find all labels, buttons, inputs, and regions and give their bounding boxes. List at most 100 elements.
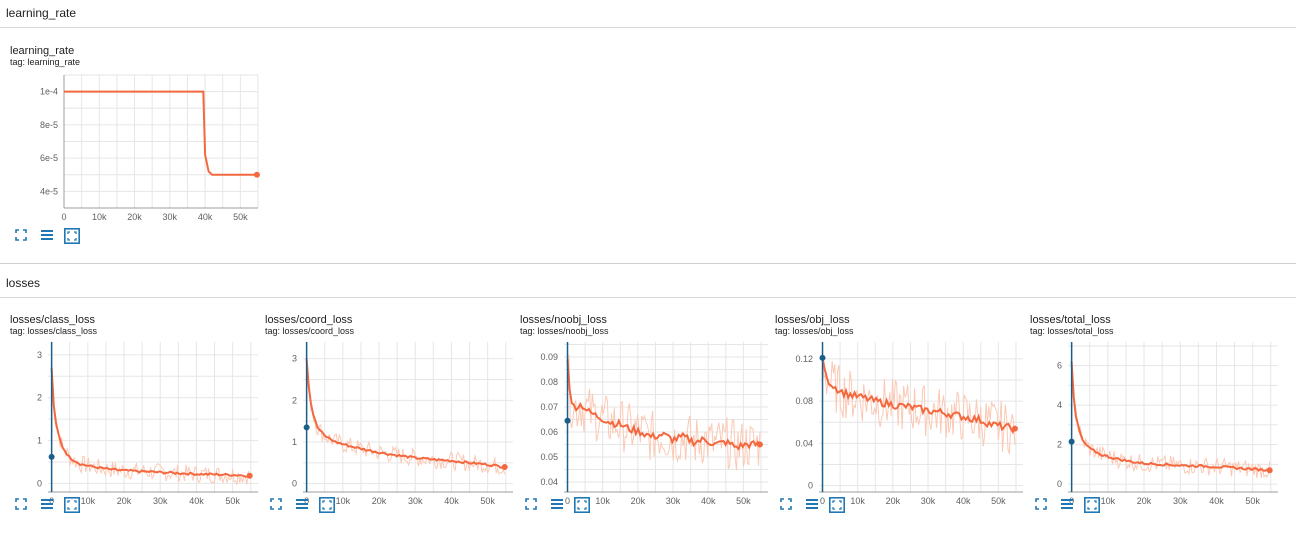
y-tick-label: 0.04 <box>540 477 558 487</box>
fullscreen-button[interactable] <box>1034 497 1050 513</box>
x-tick-label: 30k <box>921 496 936 506</box>
series-end-point <box>1011 425 1018 432</box>
x-tick-label: 10k <box>1101 496 1116 506</box>
fit-domain-button[interactable] <box>64 228 80 244</box>
series-smoothed-line <box>821 357 1016 435</box>
y-tick-label: 0.06 <box>540 427 558 437</box>
x-tick-label: 30k <box>666 496 681 506</box>
section-title: losses <box>6 276 41 290</box>
chart-card-class-loss: losses/class_loss tag: losses/class_loss… <box>0 314 258 544</box>
section-header-learning-rate[interactable]: learning_rate <box>0 0 1296 28</box>
x-tick-label: 20k <box>631 496 646 506</box>
y-tick-label: 2 <box>37 393 42 403</box>
y-tick-label: 3 <box>292 354 297 364</box>
x-tick-label: 0 <box>565 496 570 506</box>
x-tick-label: 40k <box>1209 496 1224 506</box>
card-title: losses/total_loss <box>1030 314 1111 326</box>
grid <box>819 342 1023 492</box>
x-tick-label: 10k <box>336 496 351 506</box>
card-tag: tag: learning_rate <box>10 57 81 67</box>
series-end-point <box>1266 467 1273 474</box>
chart-plot[interactable]: 0 10k 20k 30k 40k 50k 0.09 0.08 0.07 0.06 0.05 0.04 <box>510 314 780 506</box>
series-smoothed-line <box>566 359 761 451</box>
series-smoothed-line <box>305 358 505 469</box>
list-button[interactable] <box>550 497 566 513</box>
list-button[interactable] <box>295 497 311 513</box>
series-raw-line <box>51 367 251 486</box>
chart-card-total-loss: losses/total_loss tag: losses/total_loss… <box>1020 314 1278 544</box>
chart-plot[interactable]: 0 10k 20k 30k 40k 50k 0.12 0.08 0.04 0 <box>765 314 1035 506</box>
series-end-point <box>756 441 763 448</box>
x-tick-label: 20k <box>886 496 901 506</box>
grid <box>63 74 259 209</box>
x-tick-label: 50k <box>1245 496 1260 506</box>
series-raw-line <box>822 351 1016 454</box>
card-title: learning_rate <box>10 45 75 57</box>
y-tick-label: 0 <box>808 481 813 491</box>
x-tick-label: 20k <box>372 496 387 506</box>
hover-marker-point <box>819 354 826 361</box>
y-tick-label: 0 <box>292 479 297 489</box>
y-tick-label: 6 <box>1057 361 1062 371</box>
section-divider <box>0 263 1296 264</box>
list-button[interactable] <box>1060 497 1076 513</box>
y-tick-label: 2 <box>1057 440 1062 450</box>
x-tick-label: 50k <box>225 496 240 506</box>
x-tick-label: 50k <box>991 496 1006 506</box>
y-tick-label: 0.07 <box>540 402 558 412</box>
x-tick-label: 10k <box>850 496 865 506</box>
series-raw-line <box>567 354 761 471</box>
chart-plot[interactable]: 0 10k 20k 30k 40k 50k 1e-4 8e-5 6e-5 4e-5 <box>0 45 270 230</box>
fullscreen-button[interactable] <box>14 497 30 513</box>
chart-plot[interactable]: 010k20k30k40k50k6420 <box>1020 314 1290 506</box>
card-tag: tag: losses/class_loss <box>10 326 98 336</box>
chart-card-obj-loss: losses/obj_loss tag: losses/obj_loss 0 10… <box>765 314 1023 544</box>
x-tick-label: 40k <box>444 496 459 506</box>
chart-card-coord-loss: losses/coord_loss tag: losses/coord_loss… <box>255 314 513 544</box>
x-tick-label: 40k <box>956 496 971 506</box>
x-tick-label: 50k <box>233 212 248 222</box>
series-end-point <box>253 171 260 178</box>
fit-domain-button[interactable] <box>1084 497 1100 513</box>
x-tick-label: 40k <box>198 212 213 222</box>
chart-card-learning-rate: learning_rate tag: learning_rate 0 10k 20k… <box>0 45 260 275</box>
y-tick-label: 0.04 <box>795 438 813 448</box>
y-tick-label: 0.08 <box>540 377 558 387</box>
fit-domain-button[interactable] <box>574 497 590 513</box>
fullscreen-button[interactable] <box>269 497 285 513</box>
y-tick-label: 4 <box>1057 400 1062 410</box>
list-button[interactable] <box>40 228 56 244</box>
fullscreen-button[interactable] <box>14 228 30 244</box>
x-tick-label: 30k <box>408 496 423 506</box>
chart-plot[interactable]: 010k20k30k40k50k3210 <box>0 314 270 506</box>
grid <box>1068 342 1278 492</box>
fit-domain-button[interactable] <box>64 497 80 513</box>
chart-plot[interactable]: 010k20k30k40k50k3210 <box>255 314 525 506</box>
card-tag: tag: losses/total_loss <box>1030 326 1114 336</box>
y-tick-label: 0 <box>1057 479 1062 489</box>
hover-marker-point <box>1068 438 1075 445</box>
y-tick-label: 3 <box>37 350 42 360</box>
section-header-losses[interactable]: losses <box>0 270 1296 298</box>
y-tick-label: 4e-5 <box>40 186 58 196</box>
x-tick-label: 20k <box>127 212 142 222</box>
fullscreen-button[interactable] <box>524 497 540 513</box>
list-button[interactable] <box>805 497 821 513</box>
card-title: losses/coord_loss <box>265 314 353 326</box>
series-raw-line <box>1071 354 1271 479</box>
x-tick-label: 10k <box>595 496 610 506</box>
y-tick-label: 0 <box>37 478 42 488</box>
series-smoothed-line <box>64 90 257 176</box>
fit-domain-button[interactable] <box>829 497 845 513</box>
y-tick-label: 0.12 <box>795 354 813 364</box>
fullscreen-button[interactable] <box>779 497 795 513</box>
list-button[interactable] <box>40 497 56 513</box>
series-end-point <box>246 472 253 479</box>
x-tick-label: 20k <box>117 496 132 506</box>
y-tick-label: 6e-5 <box>40 153 58 163</box>
section-title: learning_rate <box>6 6 77 20</box>
hover-marker-point <box>303 424 310 431</box>
x-tick-label: 30k <box>153 496 168 506</box>
y-tick-label: 1e-4 <box>40 87 58 97</box>
fit-domain-button[interactable] <box>319 497 335 513</box>
